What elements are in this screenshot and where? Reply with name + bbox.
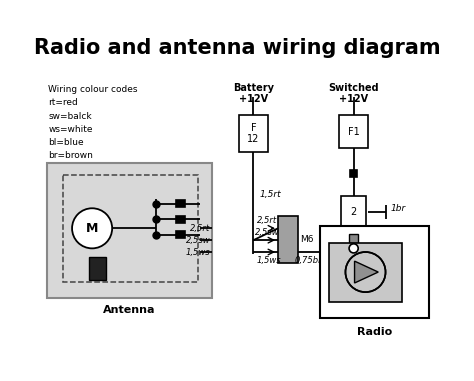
Bar [320, 226, 429, 318]
Text: 0,75bl: 0,75bl [295, 256, 321, 265]
Bar [341, 195, 366, 228]
Text: Antenna: Antenna [103, 305, 156, 315]
Text: M6: M6 [300, 235, 313, 244]
Text: 2,5sw: 2,5sw [255, 227, 279, 237]
Text: 1,5ws: 1,5ws [186, 248, 210, 256]
Bar [339, 115, 368, 148]
Bar [278, 216, 298, 263]
Text: M: M [86, 222, 98, 235]
Polygon shape [355, 261, 378, 283]
Bar [349, 234, 358, 243]
Text: Wiring colour codes
rt=red
sw=balck
ws=white
bl=blue
br=brown: Wiring colour codes rt=red sw=balck ws=w… [48, 85, 138, 160]
Text: Radio and antenna wiring diagram: Radio and antenna wiring diagram [34, 38, 440, 58]
Circle shape [349, 244, 358, 253]
Text: 1,5ws: 1,5ws [256, 256, 281, 265]
Circle shape [72, 208, 112, 248]
Text: 2,5rt: 2,5rt [191, 224, 210, 233]
Text: 1br: 1br [390, 204, 405, 213]
Text: 2,5sw: 2,5sw [186, 236, 210, 245]
Bar [176, 200, 185, 207]
Bar [176, 231, 185, 239]
Circle shape [346, 252, 385, 292]
Text: F1: F1 [348, 127, 359, 137]
Bar [350, 170, 357, 177]
Text: Radio: Radio [357, 327, 392, 337]
Bar [46, 163, 212, 298]
Bar [63, 174, 198, 282]
Text: 1,5rt: 1,5rt [260, 190, 282, 199]
Text: Switched
+12V: Switched +12V [328, 83, 379, 104]
Text: F
12: F 12 [247, 123, 260, 144]
Bar [329, 243, 402, 302]
Bar [90, 256, 106, 280]
Text: Battery
+12V: Battery +12V [233, 83, 274, 104]
Text: 2,5rt: 2,5rt [257, 216, 277, 225]
Bar [176, 216, 185, 223]
Bar [239, 115, 268, 152]
Text: 2: 2 [350, 207, 357, 217]
